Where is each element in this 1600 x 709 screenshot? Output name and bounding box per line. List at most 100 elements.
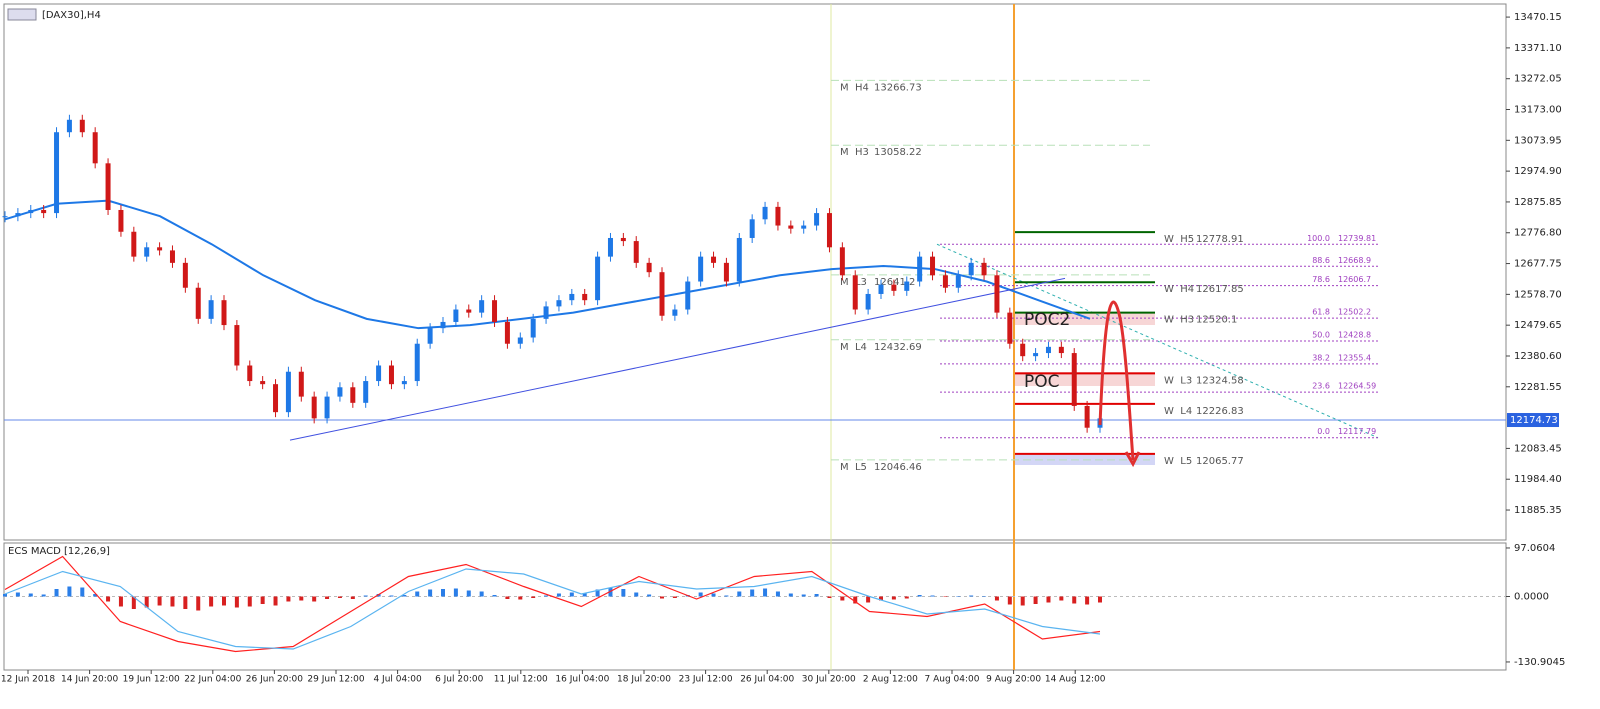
poc-zone	[1015, 372, 1155, 386]
candle	[92, 132, 98, 164]
weekly-pivot-name: W H4	[1164, 284, 1194, 295]
candle	[144, 247, 150, 257]
fib-level: 61.8	[1312, 308, 1330, 317]
x-tick-label: 16 Jul 04:00	[555, 675, 609, 685]
candle	[942, 275, 948, 288]
y-tick-label: 13173.00	[1514, 105, 1562, 116]
macd-bar	[930, 595, 935, 597]
candle	[492, 300, 498, 322]
fib-value: 12355.4	[1338, 353, 1371, 362]
macd-bar	[569, 592, 574, 597]
x-tick-label: 2 Aug 12:00	[863, 675, 918, 685]
macd-bar	[879, 596, 883, 601]
macd-bar	[775, 591, 780, 597]
macd-bar	[750, 589, 755, 597]
macd-bar	[531, 596, 536, 598]
candle	[775, 206, 781, 226]
weekly-pivot-value: 12778.91	[1196, 234, 1244, 245]
candle	[1033, 353, 1039, 357]
macd-line	[4, 568, 1101, 650]
candle	[221, 300, 227, 326]
candle	[582, 293, 588, 301]
candle	[169, 250, 175, 263]
fib-level: 23.6	[1312, 382, 1330, 391]
y-tick-label: 12677.75	[1514, 259, 1562, 270]
fib-value: 12117.79	[1338, 427, 1376, 436]
weekly-pivot-value: 12617.85	[1196, 284, 1244, 295]
monthly-pivot-value: 12432.69	[874, 342, 922, 353]
fib-level: 0.0	[1317, 427, 1330, 436]
candle	[814, 213, 820, 226]
macd-bar	[827, 596, 832, 598]
candle	[247, 365, 253, 382]
macd-bar	[840, 596, 845, 601]
chart-icon	[7, 8, 37, 21]
x-tick-label: 14 Jun 20:00	[61, 675, 118, 685]
macd-bar	[891, 596, 896, 600]
candle	[350, 387, 356, 403]
macd-bar	[273, 596, 278, 606]
macd-bar	[196, 596, 201, 611]
candle	[118, 209, 124, 232]
candle	[363, 381, 369, 403]
macd-bar	[363, 595, 368, 597]
weekly-pivot-name: W L5	[1164, 456, 1192, 467]
macd-bar	[286, 596, 291, 602]
candle	[285, 371, 291, 413]
candle	[672, 309, 678, 316]
macd-bar	[41, 594, 46, 597]
candle	[427, 328, 433, 344]
macd-bar	[131, 596, 136, 609]
candle	[891, 284, 897, 291]
macd-bar	[3, 594, 7, 597]
candle	[736, 237, 742, 282]
macd-bar	[325, 596, 330, 599]
macd-bar	[724, 595, 729, 597]
y-tick-label: 12281.55	[1514, 382, 1562, 393]
candle	[762, 206, 768, 220]
macd-bar	[157, 596, 162, 606]
macd-bar	[118, 596, 123, 607]
candle	[401, 381, 407, 385]
macd-bar	[209, 596, 214, 607]
x-tick-label: 12 Jun 2018	[1, 675, 55, 685]
fib-value: 12264.59	[1338, 382, 1376, 391]
macd-title: ECS MACD [12,26,9]	[8, 546, 110, 557]
macd-bar	[54, 589, 59, 597]
candle	[839, 247, 845, 276]
macd-bar	[260, 596, 265, 604]
y-tick-label: 12578.70	[1514, 289, 1562, 300]
candle	[826, 213, 832, 248]
macd-bar	[737, 591, 742, 597]
y-tick-label: 11984.40	[1514, 474, 1562, 485]
x-tick-label: 4 Jul 04:00	[373, 675, 422, 685]
candle	[968, 262, 974, 276]
candle	[852, 275, 858, 310]
trendline	[289, 277, 1066, 441]
candle	[698, 256, 704, 282]
fib-value: 12428.8	[1338, 330, 1371, 339]
macd-tick-label: 97.0604	[1514, 543, 1555, 554]
macd-bar	[453, 588, 458, 597]
macd-panel	[3, 542, 1507, 671]
poc2-label: POC2	[1024, 310, 1070, 330]
candle	[504, 321, 510, 344]
y-tick-label: 12083.45	[1514, 443, 1562, 454]
macd-bar	[1020, 596, 1025, 606]
candle	[195, 287, 201, 319]
candle	[607, 237, 613, 257]
y-tick-label: 13272.05	[1514, 74, 1562, 85]
candle	[981, 262, 987, 276]
candle	[530, 318, 536, 338]
macd-bar	[814, 594, 819, 597]
candle	[685, 281, 691, 310]
x-tick-label: 22 Jun 04:00	[184, 675, 241, 685]
macd-bar	[80, 587, 85, 597]
x-tick-label: 18 Jul 20:00	[617, 675, 671, 685]
y-tick-label: 12479.65	[1514, 320, 1562, 331]
arrow-head	[1124, 451, 1141, 468]
monthly-pivot-value: 12641.2	[874, 277, 915, 288]
candle	[388, 365, 394, 385]
macd-bar	[299, 596, 304, 601]
macd-bar	[337, 596, 342, 598]
